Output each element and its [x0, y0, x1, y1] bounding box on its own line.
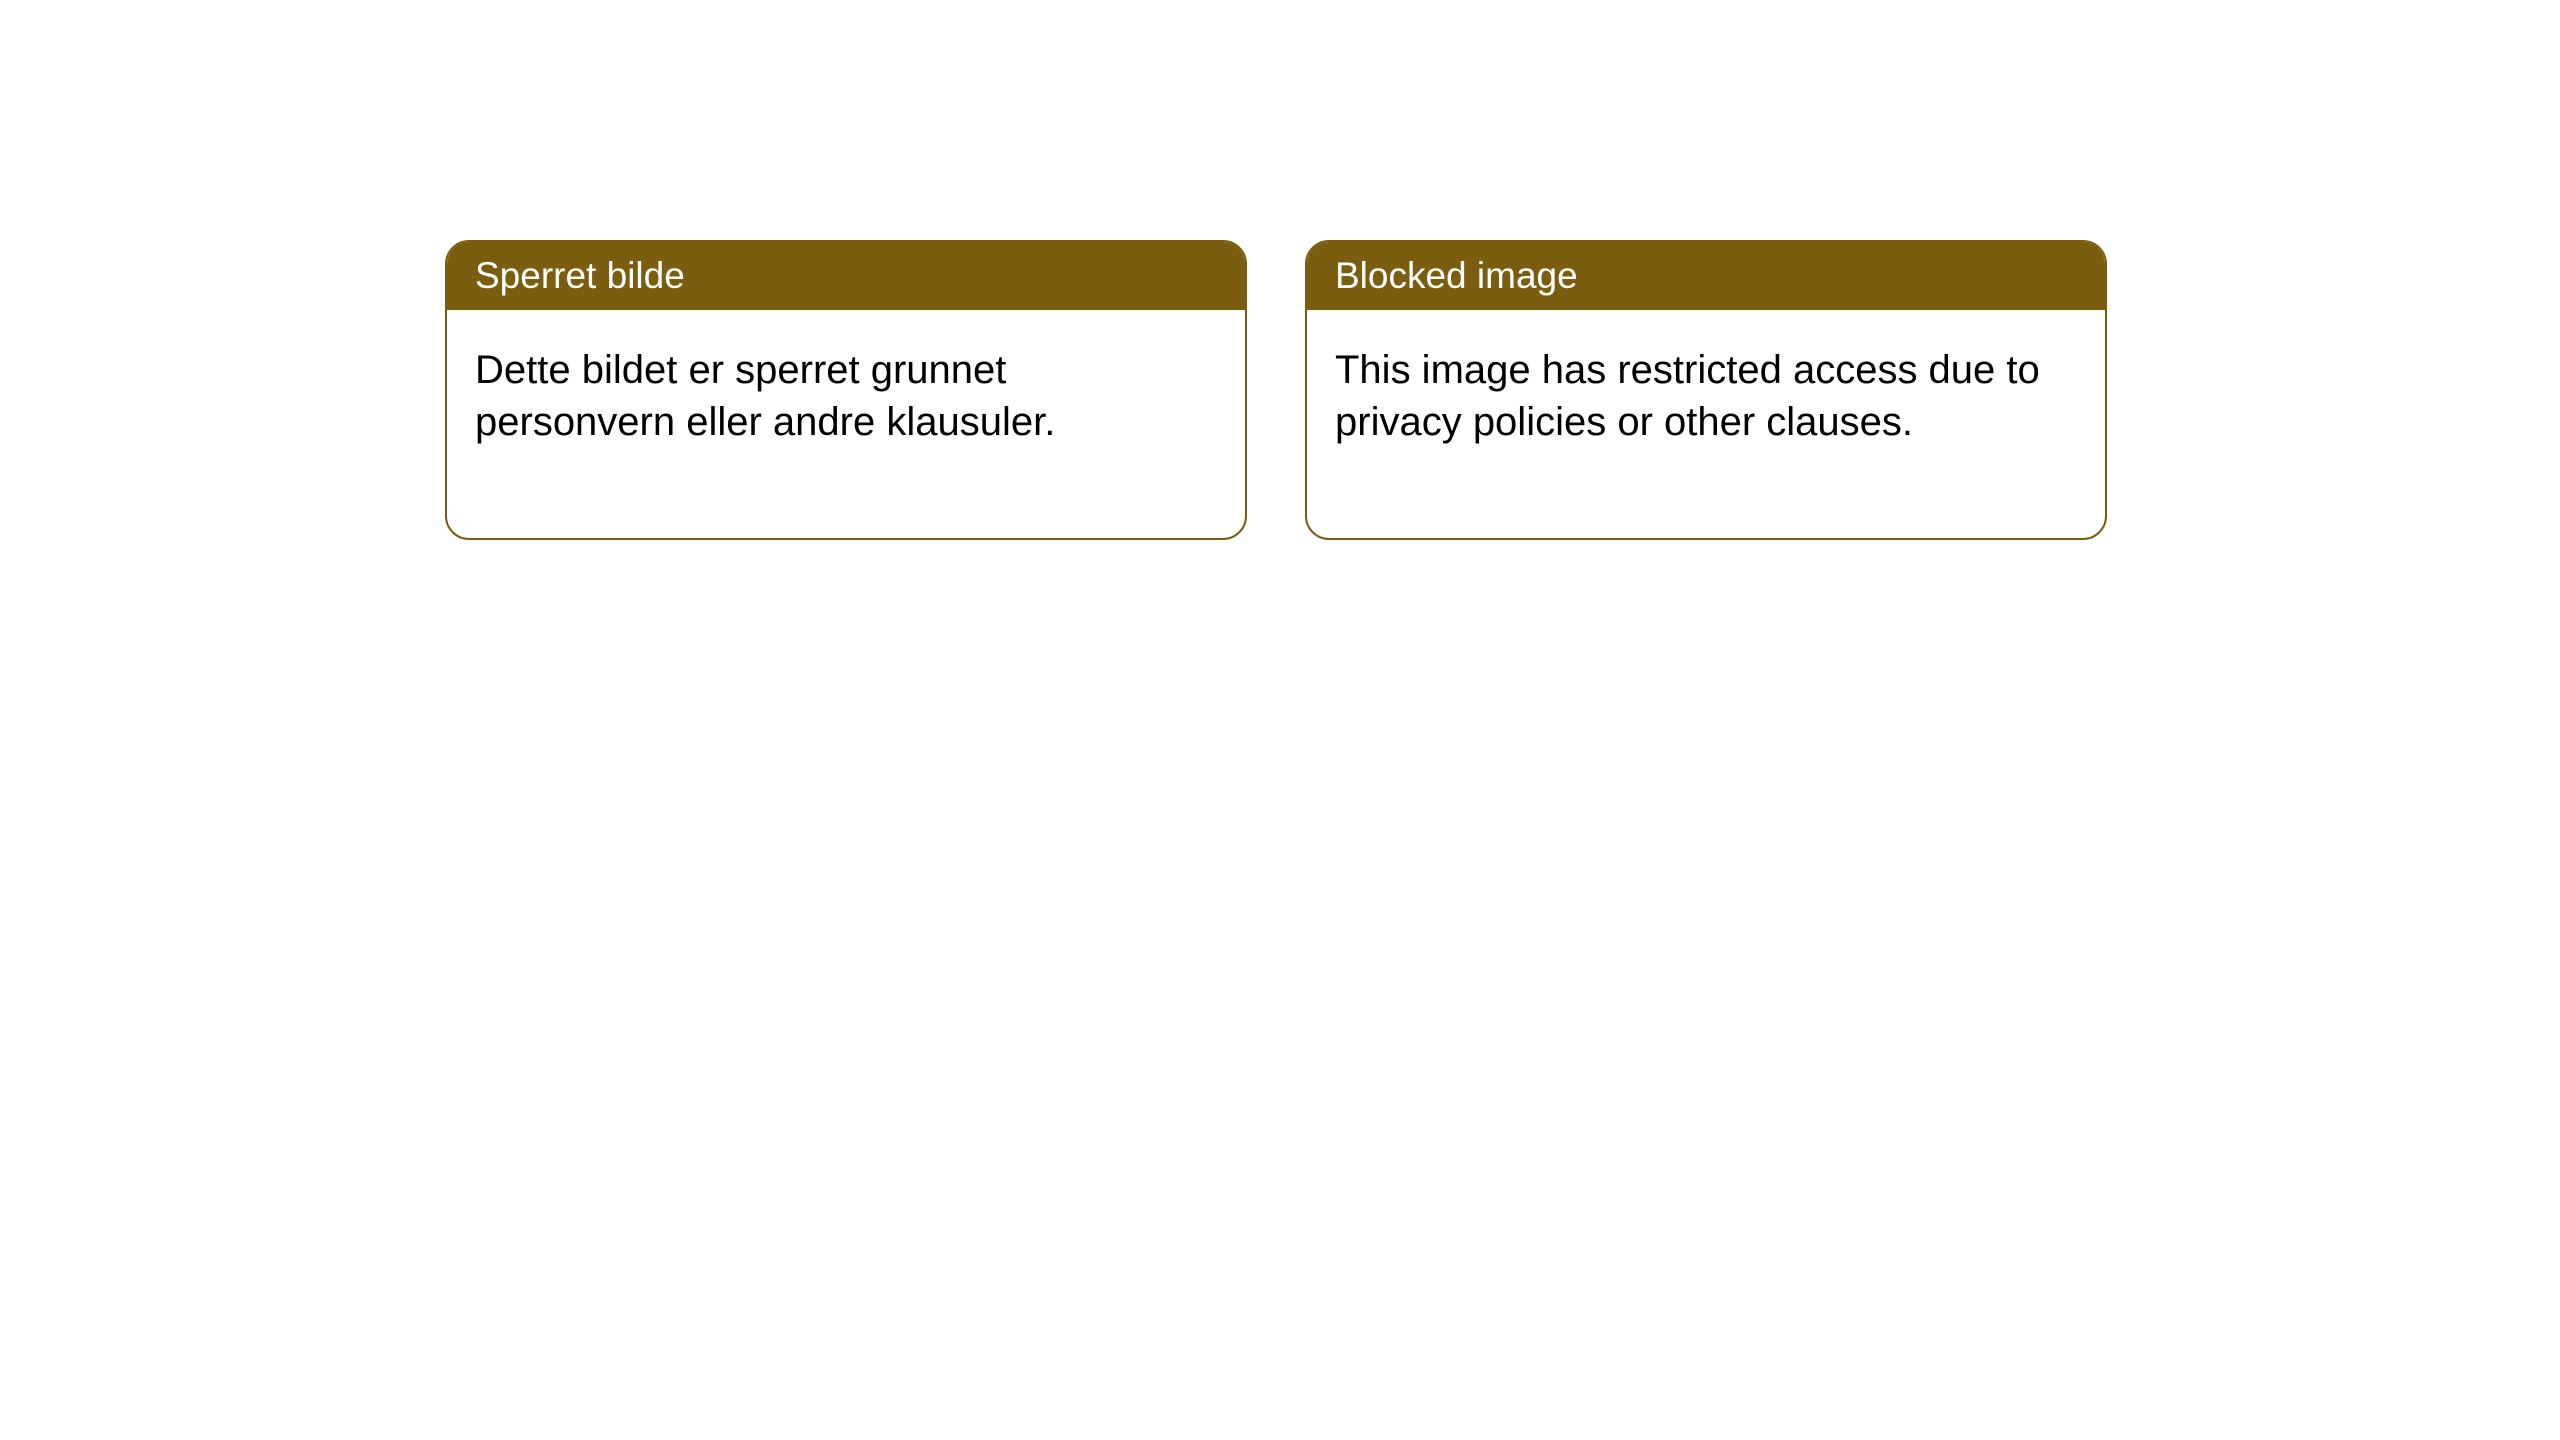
notice-title-norwegian: Sperret bilde [447, 242, 1245, 310]
notice-card-norwegian: Sperret bilde Dette bildet er sperret gr… [445, 240, 1247, 540]
notice-title-english: Blocked image [1307, 242, 2105, 310]
notice-cards-container: Sperret bilde Dette bildet er sperret gr… [445, 240, 2107, 540]
notice-body-english: This image has restricted access due to … [1307, 310, 2105, 538]
notice-card-english: Blocked image This image has restricted … [1305, 240, 2107, 540]
notice-body-norwegian: Dette bildet er sperret grunnet personve… [447, 310, 1245, 538]
